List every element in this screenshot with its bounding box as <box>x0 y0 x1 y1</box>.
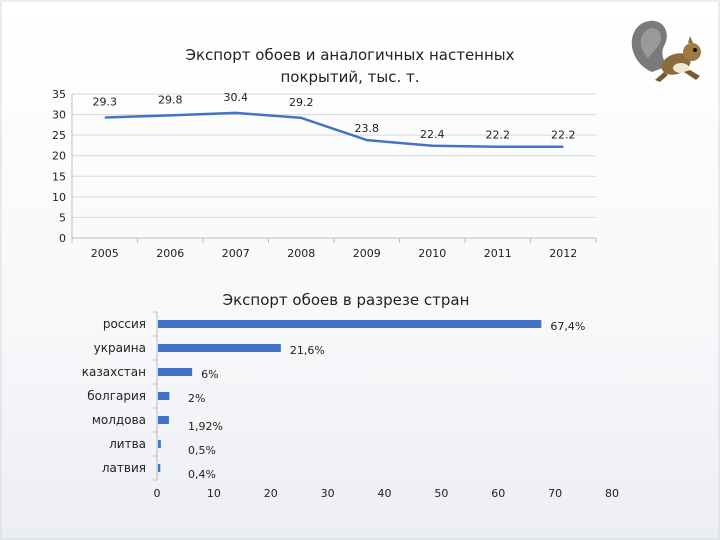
bar-chart: Экспорт обоев в разрезе стран россия укра… <box>82 291 619 500</box>
line-chart-y-tick: 35 <box>52 88 66 101</box>
line-chart-x-tick: 2009 <box>353 247 381 260</box>
line-chart-y-tick: 10 <box>52 191 66 204</box>
bar-латвия <box>158 464 161 472</box>
bar-молдова <box>158 416 169 424</box>
bar-chart-data-label: 0,4% <box>188 468 216 481</box>
squirrel-mascot-icon <box>631 20 701 82</box>
line-chart-data-label: 30.4 <box>224 91 249 104</box>
bar-chart-data-labels: 67,4% 21,6% 6% 2% 1,92% 0,5% 0,4% <box>188 320 585 481</box>
bar-chart-bars <box>158 320 542 472</box>
bar-chart-data-label: 1,92% <box>188 420 223 433</box>
bar-литва <box>158 440 161 448</box>
line-chart-x-tick: 2008 <box>287 247 315 260</box>
bar-chart-category-label: россия <box>103 317 146 331</box>
bar-chart-category-label: украина <box>94 341 146 355</box>
bar-chart-x-tick: 60 <box>491 487 505 500</box>
line-chart-data-label: 22.4 <box>420 128 445 141</box>
bar-chart-x-axis: 0 10 20 30 40 50 60 70 80 <box>154 487 620 500</box>
line-chart: Экспорт обоев и аналогичных настенных по… <box>52 46 597 260</box>
line-chart-y-tick: 5 <box>59 211 66 224</box>
line-chart-y-tick: 30 <box>52 109 66 122</box>
line-chart-y-tick: 20 <box>52 150 66 163</box>
bar-chart-title: Экспорт обоев в разрезе стран <box>223 291 470 309</box>
line-chart-data-label: 29.8 <box>158 93 183 106</box>
bar-chart-x-tick: 0 <box>154 487 161 500</box>
bar-россия <box>158 320 542 328</box>
bar-chart-x-tick: 30 <box>321 487 335 500</box>
line-chart-y-tick: 15 <box>52 170 66 183</box>
bar-chart-category-label: латвия <box>102 461 146 475</box>
bar-chart-axes <box>153 311 158 481</box>
line-chart-x-tick: 2010 <box>418 247 446 260</box>
bar-chart-data-label: 6% <box>201 368 218 381</box>
line-chart-data-label: 22.2 <box>486 129 511 142</box>
bar-chart-category-label: казахстан <box>82 365 146 379</box>
bar-chart-category-label: молдова <box>92 413 146 427</box>
bar-chart-data-label: 0,5% <box>188 444 216 457</box>
line-chart-data-label: 29.2 <box>289 96 314 109</box>
bar-chart-x-tick: 40 <box>378 487 392 500</box>
bar-chart-category-label: болгария <box>87 389 146 403</box>
bar-украина <box>158 344 281 352</box>
line-chart-data-label: 23.8 <box>355 122 380 135</box>
bar-chart-x-tick: 70 <box>548 487 562 500</box>
bar-chart-category-label: литва <box>109 437 146 451</box>
bar-chart-x-tick: 20 <box>264 487 278 500</box>
line-chart-data-label: 22.2 <box>551 129 576 142</box>
bar-chart-category-labels: россия украина казахстан болгария молдова лит… <box>82 317 146 475</box>
line-chart-data-labels: 29.3 29.8 30.4 29.2 23.8 22.4 22.2 22.2 <box>93 91 576 142</box>
bar-болгария <box>158 392 170 400</box>
line-series-export-volume <box>104 111 564 148</box>
line-chart-y-tick: 25 <box>52 129 66 142</box>
bar-chart-data-label: 21,6% <box>290 344 325 357</box>
line-chart-title-line-2: покрытий, тыс. т. <box>280 68 419 86</box>
bar-chart-data-label: 2% <box>188 392 205 405</box>
line-chart-x-tick: 2005 <box>91 247 119 260</box>
line-chart-x-tick: 2012 <box>549 247 577 260</box>
line-chart-title-line-1: Экспорт обоев и аналогичных настенных <box>185 46 514 64</box>
bar-казахстан <box>158 368 193 376</box>
bar-chart-x-tick: 10 <box>207 487 221 500</box>
line-chart-x-axis: 2005 2006 2007 2008 2009 2010 2011 2012 <box>71 238 597 260</box>
bar-chart-x-tick: 50 <box>434 487 448 500</box>
line-chart-x-tick: 2011 <box>484 247 512 260</box>
line-chart-x-tick: 2007 <box>222 247 250 260</box>
line-chart-y-tick: 0 <box>59 232 66 245</box>
bar-chart-data-label: 67,4% <box>550 320 585 333</box>
bar-chart-x-tick: 80 <box>605 487 619 500</box>
line-chart-y-axis: 0 5 10 15 20 25 30 35 <box>52 88 596 245</box>
line-chart-x-tick: 2006 <box>156 247 184 260</box>
line-chart-data-label: 29.3 <box>93 95 118 108</box>
